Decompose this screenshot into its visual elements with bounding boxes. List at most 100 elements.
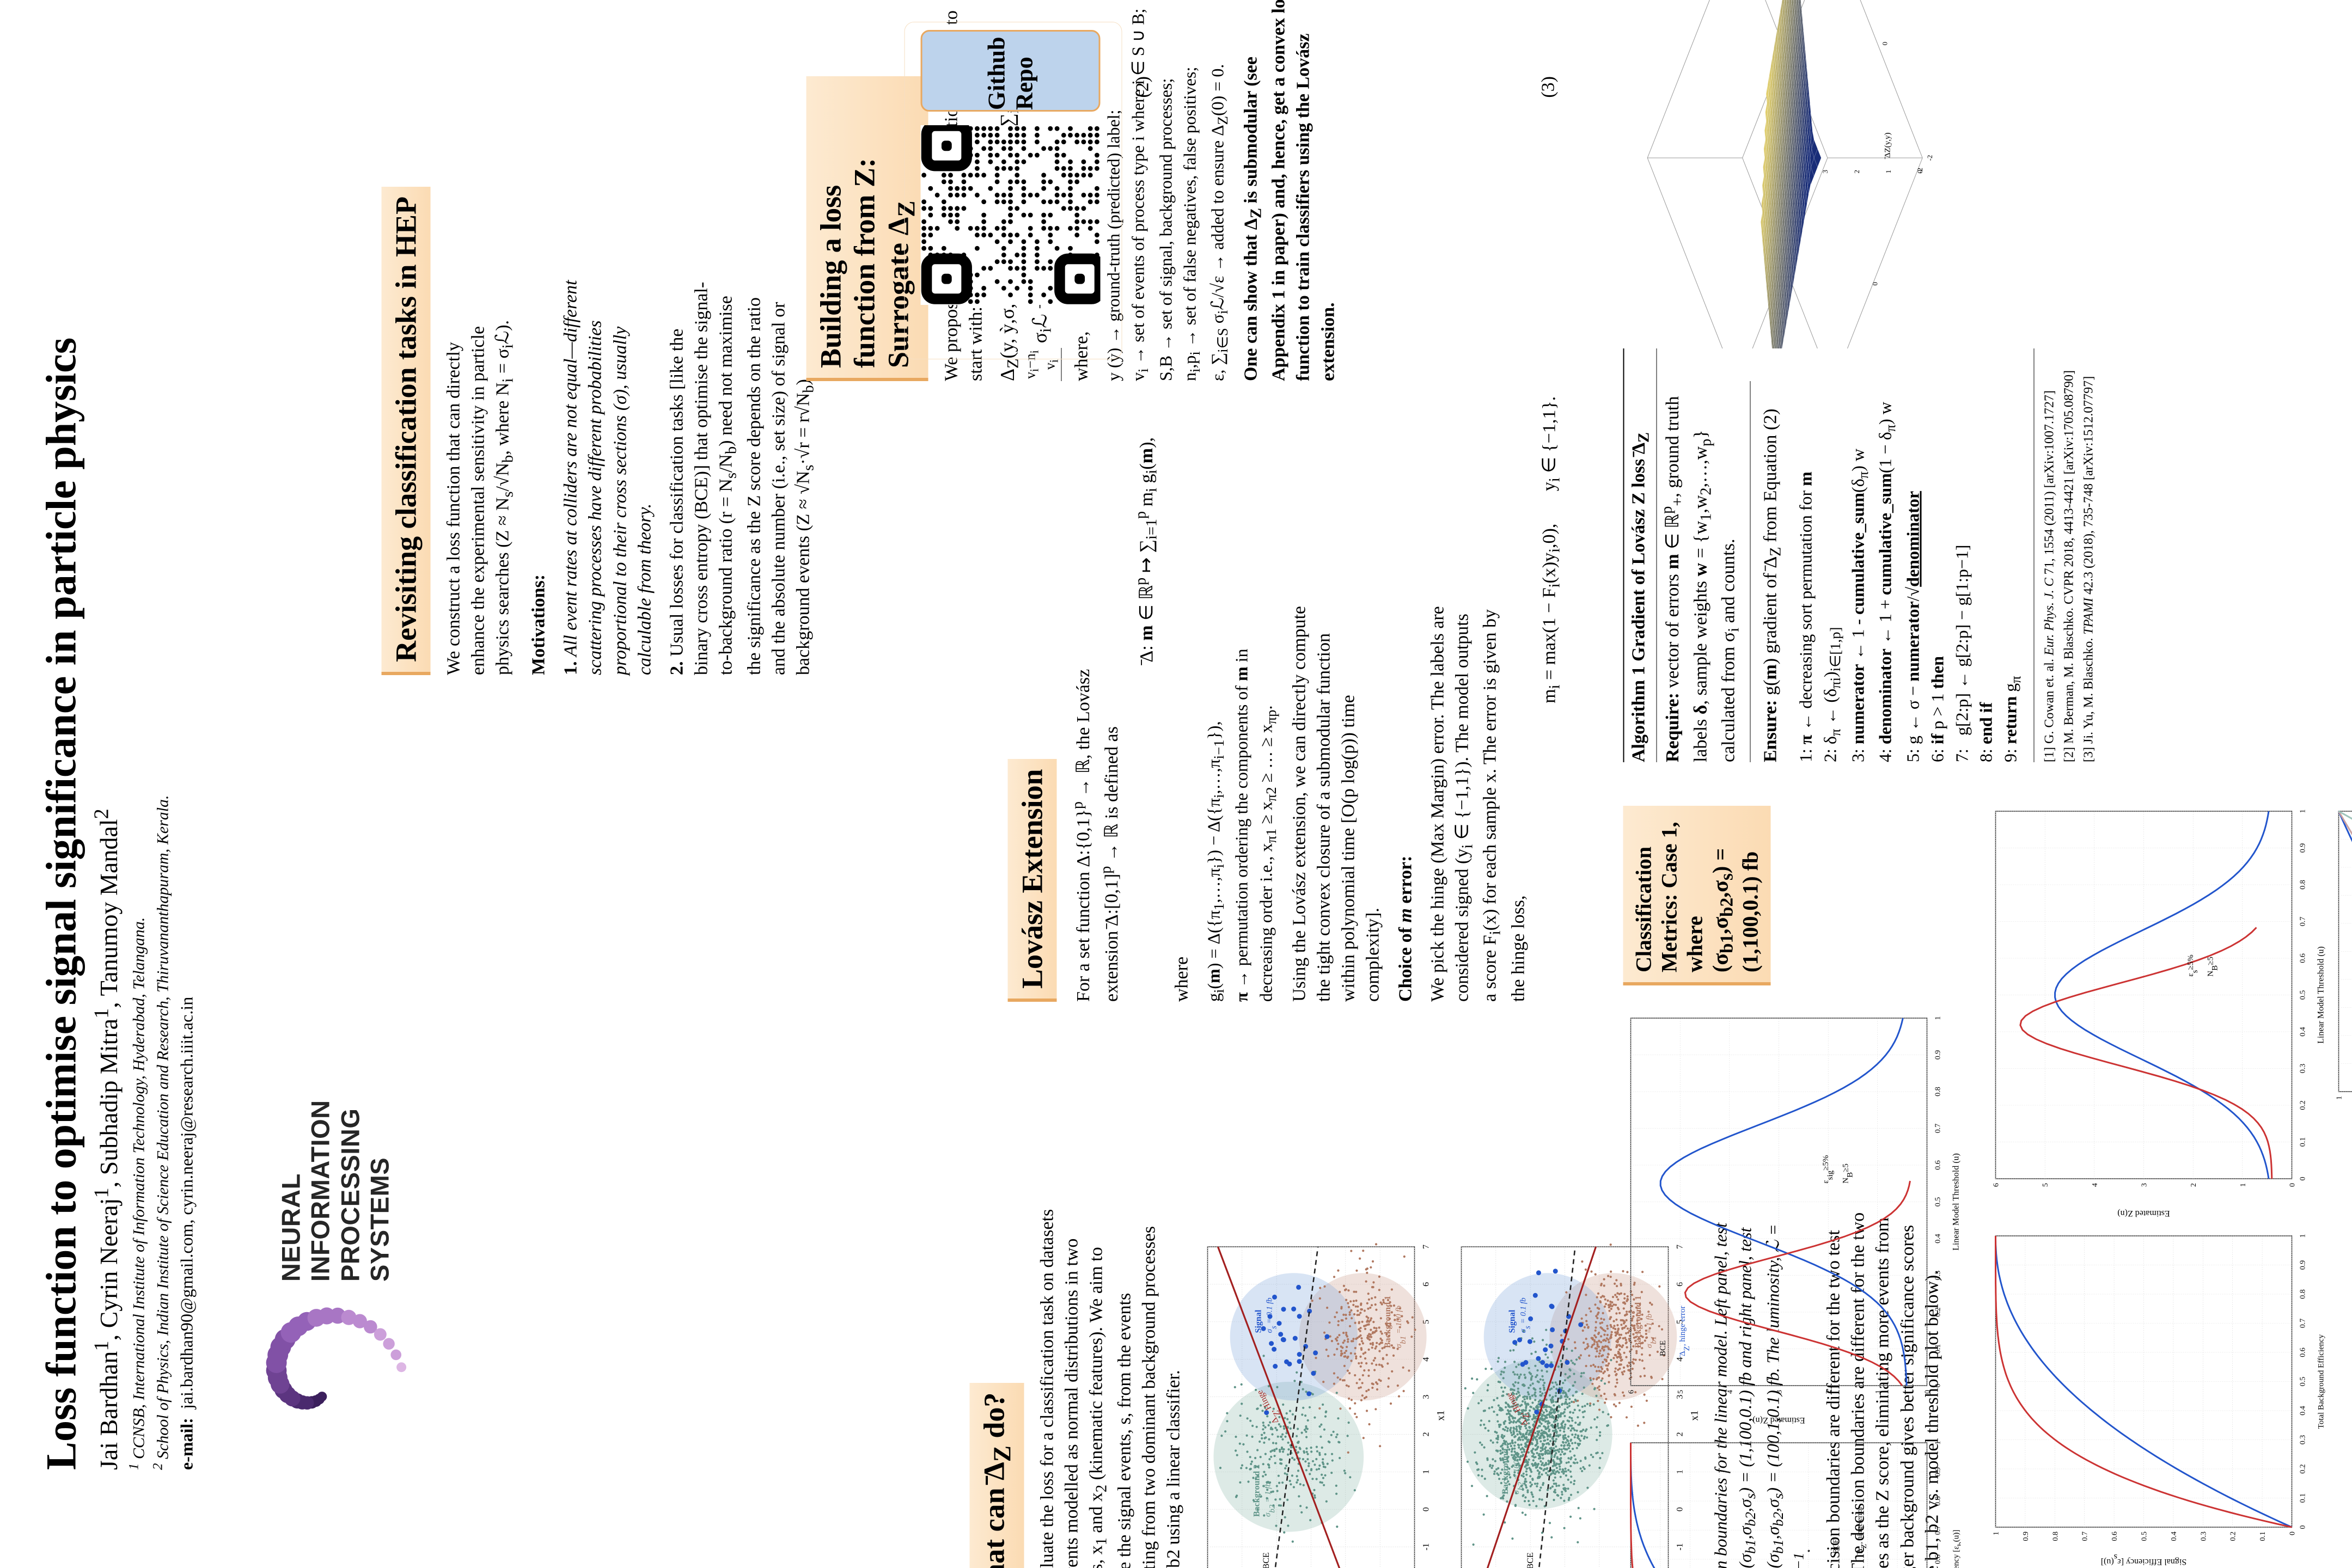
svg-text:BCE: BCE [1659,1340,1667,1356]
svg-text:7: 7 [1421,1245,1431,1249]
svg-text:-2: -2 [1916,168,1924,174]
svg-text:1: 1 [2239,1183,2247,1187]
svg-text:0.9: 0.9 [2021,1532,2030,1541]
svg-text:0.4: 0.4 [2299,1027,2307,1037]
svg-text:3: 3 [2140,1183,2148,1187]
svg-text:Total Background Efficiency: Total Background Efficiency [2317,1334,2325,1429]
svg-text:̄ΔZ(y,y): ̄ΔZ(y,y) [1883,132,1892,160]
svg-text:1: 1 [1934,1016,1942,1020]
svg-text:0: 0 [1880,42,1889,46]
svg-text:0.3: 0.3 [2200,1532,2208,1541]
svg-text:0.1: 0.1 [1934,1344,1942,1354]
svg-text:6: 6 [1627,1390,1635,1394]
svg-text:NB≥5: NB≥5 [1841,1163,1854,1184]
svg-text:4: 4 [2091,1183,2099,1187]
svg-text:0: 0 [1421,1507,1431,1511]
svg-text:0.5: 0.5 [2299,1377,2307,1387]
svg-text:0.8: 0.8 [2299,880,2307,890]
svg-text:Linear Model Threshold (u): Linear Model Threshold (u) [1951,1153,1960,1251]
svg-text:Signal: Signal [1254,1309,1263,1333]
svg-text:0.8: 0.8 [2051,1532,2060,1541]
svg-text:0: 0 [2288,1532,2296,1535]
svg-text:BCE: BCE [1832,1539,1840,1553]
svg-text:0: 0 [2299,1177,2307,1181]
svg-text:0: 0 [2299,1526,2307,1529]
svg-text:0.9: 0.9 [1934,1050,1942,1060]
svg-text:2: 2 [2190,1183,2198,1187]
svg-text:0.6: 0.6 [2299,1347,2307,1357]
svg-text:BCE: BCE [1262,1552,1271,1568]
svg-text:0.9: 0.9 [2299,843,2307,853]
svg-text:0.7: 0.7 [2299,917,2307,927]
svg-text:Background 1: Background 1 [1383,1296,1392,1348]
svg-text:1: 1 [2299,1234,2307,1238]
svg-text:5: 5 [2042,1183,2050,1187]
svg-text:Signal Efficiency [εs(u)]: Signal Efficiency [εs(u)] [2100,1553,2186,1567]
svg-text:0.8: 0.8 [1934,1087,1942,1097]
svg-text:1: 1 [1874,1390,1882,1394]
svg-text:True Background Efficiency [εb: True Background Efficiency [εb(u)] [1952,1530,1960,1568]
svg-text:0.4: 0.4 [1934,1234,1942,1244]
svg-text:0.5: 0.5 [1934,1197,1942,1207]
svg-text:Estimated Z(n): Estimated Z(n) [2117,1209,2170,1218]
svg-text:0.3: 0.3 [2299,1064,2307,1074]
svg-text:0.8: 0.8 [1934,1496,1942,1506]
svg-text:x1: x1 [1435,1411,1446,1421]
svg-text:Background 2: Background 2 [1252,1465,1261,1517]
svg-text:3: 3 [1421,1395,1431,1399]
svg-text:0.3: 0.3 [2299,1435,2307,1445]
svg-text:2: 2 [1853,170,1861,174]
svg-text:Background 2: Background 2 [1501,1442,1510,1494]
svg-text:0.3: 0.3 [1934,1271,1942,1281]
svg-text:0.7: 0.7 [1934,1526,1942,1535]
svg-text:εsig≥5%: εsig≥5% [1822,1155,1835,1184]
svg-text:0: 0 [1934,1384,1942,1388]
svg-text:5: 5 [1677,1390,1685,1394]
svg-text:2: 2 [1421,1432,1431,1436]
svg-text:0.2: 0.2 [1934,1307,1942,1317]
svg-text:0.6: 0.6 [1934,1554,1942,1564]
svg-text:6: 6 [1992,1183,2000,1187]
svg-text:0: 0 [1923,1390,1932,1394]
svg-text:0.2: 0.2 [2299,1464,2307,1474]
svg-text:εs≥5%: εs≥5% [2186,954,2200,976]
svg-text:2: 2 [1675,1432,1684,1436]
svg-text:0.2: 0.2 [2299,1100,2307,1110]
svg-text:0.9: 0.9 [1934,1467,1942,1477]
svg-text:1: 1 [1421,1469,1431,1474]
svg-text:2: 2 [1825,1390,1833,1394]
svg-text:6: 6 [1421,1282,1431,1287]
svg-text:̄ΔZ, hinge error: ̄ΔZ, hinge error [1855,1506,1868,1555]
svg-text:-2: -2 [1926,155,1934,161]
svg-text:0.1: 0.1 [2299,1493,2307,1503]
svg-text:1: 1 [2299,810,2307,813]
svg-text:0.5: 0.5 [2140,1532,2148,1541]
svg-text:1: 1 [1884,170,1892,174]
svg-text:0.6: 0.6 [1934,1160,1942,1170]
svg-text:3: 3 [1820,170,1829,174]
svg-text:NB≥5: NB≥5 [2206,957,2219,977]
svg-text:0.7: 0.7 [2299,1319,2307,1328]
svg-text:Linear Model Threshold (u): Linear Model Threshold (u) [2316,946,2325,1044]
svg-text:0.8: 0.8 [2299,1289,2307,1299]
svg-text:Estimated Z(n): Estimated Z(n) [1752,1416,1805,1425]
svg-text:1: 1 [1934,1441,1942,1445]
svg-text:-1: -1 [1421,1543,1431,1550]
svg-text:BCE: BCE [1526,1552,1535,1568]
svg-text:Signal: Signal [1508,1309,1517,1333]
svg-text:0.7: 0.7 [1934,1124,1942,1134]
svg-text:0.6: 0.6 [2111,1532,2119,1541]
svg-text:0.7: 0.7 [2081,1532,2089,1541]
svg-text:0: 0 [1871,282,1879,286]
svg-text:0.9: 0.9 [2299,1260,2307,1270]
svg-text:0.4: 0.4 [2299,1406,2307,1416]
svg-text:0.1: 0.1 [2299,1137,2307,1147]
svg-text:0.6: 0.6 [2299,953,2307,963]
svg-text:3: 3 [1775,1390,1783,1394]
svg-text:1: 1 [2335,1096,2343,1100]
svg-text:4: 4 [1726,1390,1734,1394]
svg-text:0: 0 [2288,1183,2296,1187]
svg-text:0.2: 0.2 [2229,1532,2237,1541]
svg-text:0.5: 0.5 [2299,990,2307,1000]
svg-text:1: 1 [1992,1532,2000,1535]
